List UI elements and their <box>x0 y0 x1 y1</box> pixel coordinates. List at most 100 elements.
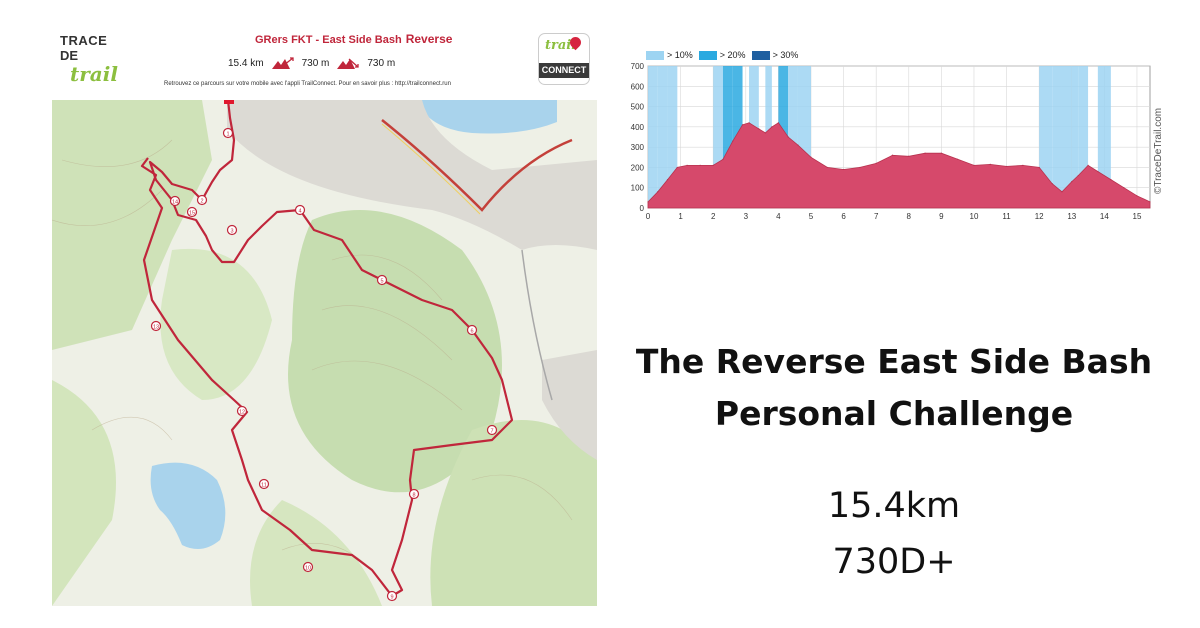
km-marker-label: 11 <box>261 483 267 489</box>
elevation-profile-panel: 0 100 200 300 400 500 600 700 0 1 2 3 4 5 6 7 8 9 10 11 12 13… <box>620 48 1168 234</box>
slope-band <box>1078 66 1089 208</box>
legend-item-30: > 30% <box>751 50 798 61</box>
elevation-point <box>797 144 799 146</box>
urban-area <box>542 350 597 460</box>
km-marker: 15 <box>186 206 198 218</box>
legend-label-20: > 20% <box>719 50 746 60</box>
km-marker: 8 <box>408 488 420 500</box>
x-tick-label: 8 <box>907 212 912 221</box>
reservoir <box>150 462 226 549</box>
trailconnect-logo: trail CONNECT <box>538 33 590 85</box>
route-title-reverse: Reverse <box>405 32 453 46</box>
km-marker: 10 <box>302 561 314 573</box>
connect-logo-connect-text: CONNECT <box>539 63 589 78</box>
km-marker-label: 1 <box>226 132 229 138</box>
y-tick-label: 200 <box>631 163 645 172</box>
slope-legend: > 10% > 20% > 30% <box>646 50 798 61</box>
water-bay <box>422 100 557 134</box>
elevation-point <box>908 155 910 157</box>
elevation-point <box>1022 164 1024 166</box>
km-marker: 7 <box>486 424 498 436</box>
elevation-point <box>748 122 750 124</box>
x-tick-label: 1 <box>678 212 683 221</box>
logo-text-de: DE <box>60 48 79 63</box>
x-tick-label: 4 <box>776 212 781 221</box>
elevation-point <box>722 158 724 160</box>
elevation-point <box>1038 166 1040 169</box>
legend-swatch-30 <box>751 51 770 61</box>
x-tick-label: 5 <box>809 212 814 221</box>
km-marker: 12 <box>236 405 248 417</box>
elevation-point <box>810 156 812 158</box>
x-tick-label: 6 <box>841 212 846 221</box>
km-marker: 14 <box>169 195 181 207</box>
elevation-point <box>891 154 894 156</box>
slope-band <box>788 66 798 208</box>
distance-stat: 15.4 km <box>228 57 264 69</box>
km-marker-label: 6 <box>470 329 473 335</box>
elevation-point <box>699 164 701 166</box>
slope-band <box>1097 66 1111 208</box>
slope-band <box>1061 66 1072 208</box>
km-marker-label: 4 <box>298 209 301 215</box>
km-marker: 3 <box>226 224 238 236</box>
km-marker-label: 12 <box>239 410 245 416</box>
slope-band <box>667 66 678 208</box>
km-marker: 6 <box>466 324 478 336</box>
y-tick-label: 100 <box>631 184 645 193</box>
descent-stat: 730 m <box>367 57 396 69</box>
legend-swatch-20 <box>698 51 717 61</box>
elevation-point <box>686 164 688 166</box>
elevation-point <box>1110 179 1112 181</box>
y-tick-label: 600 <box>631 82 645 91</box>
contour-lines <box>52 139 573 571</box>
start-flag-icon <box>224 100 234 104</box>
tracedetrail-watermark: ©TraceDeTrail.com <box>1153 108 1164 194</box>
elevation-point <box>1149 201 1151 203</box>
km-marker: 9 <box>386 590 398 602</box>
elevation-point <box>924 152 926 154</box>
forest-area <box>430 420 597 606</box>
legend-label-10: > 10% <box>667 50 693 60</box>
elevation-point <box>787 136 789 138</box>
route-map-panel: TRACE DE trail GRers FKT - East Side Bas… <box>52 24 597 606</box>
forest-area <box>52 380 116 606</box>
elevation-point <box>1077 174 1079 177</box>
elevation-point <box>732 140 734 142</box>
elevation-point <box>777 122 779 124</box>
logo-text-trace: TRACE <box>60 33 108 48</box>
elevation-point <box>1136 195 1138 197</box>
distance-summary: 15.4km <box>827 486 961 526</box>
km-marker-label: 5 <box>380 279 383 285</box>
y-tick-label: 400 <box>631 123 645 132</box>
elevation-point <box>940 152 942 154</box>
legend-item-10: > 10% <box>646 50 693 61</box>
elevation-point <box>1087 164 1089 166</box>
elevation-point <box>1123 187 1125 189</box>
ascent-icon <box>271 57 294 69</box>
elevation-point <box>1097 170 1099 173</box>
km-marker: 11 <box>258 478 270 490</box>
elevation-point <box>647 201 649 203</box>
elevation-point <box>657 191 659 193</box>
km-marker-label: 9 <box>390 595 393 601</box>
elevation-point <box>875 162 877 164</box>
elevation-point <box>741 124 744 126</box>
elevation-point <box>859 166 861 169</box>
elevation-point <box>712 164 714 166</box>
promo-text: Retrouvez ce parcours sur votre mobile a… <box>164 81 451 87</box>
slope-band <box>713 66 723 208</box>
elevation-point <box>758 128 760 130</box>
headline-line-1: The Reverse East Side Bash <box>635 342 1153 381</box>
route-title-main: GRers FKT - East Side Bash <box>255 34 402 46</box>
slope-band <box>722 66 733 208</box>
legend-item-20: > 20% <box>698 50 746 61</box>
legend-swatch-10 <box>646 51 664 61</box>
elevation-point <box>989 163 991 165</box>
forest-area <box>52 100 212 350</box>
km-marker-label: 3 <box>230 229 233 235</box>
km-marker: 1 <box>222 127 234 139</box>
x-tick-label: 12 <box>1035 212 1044 221</box>
